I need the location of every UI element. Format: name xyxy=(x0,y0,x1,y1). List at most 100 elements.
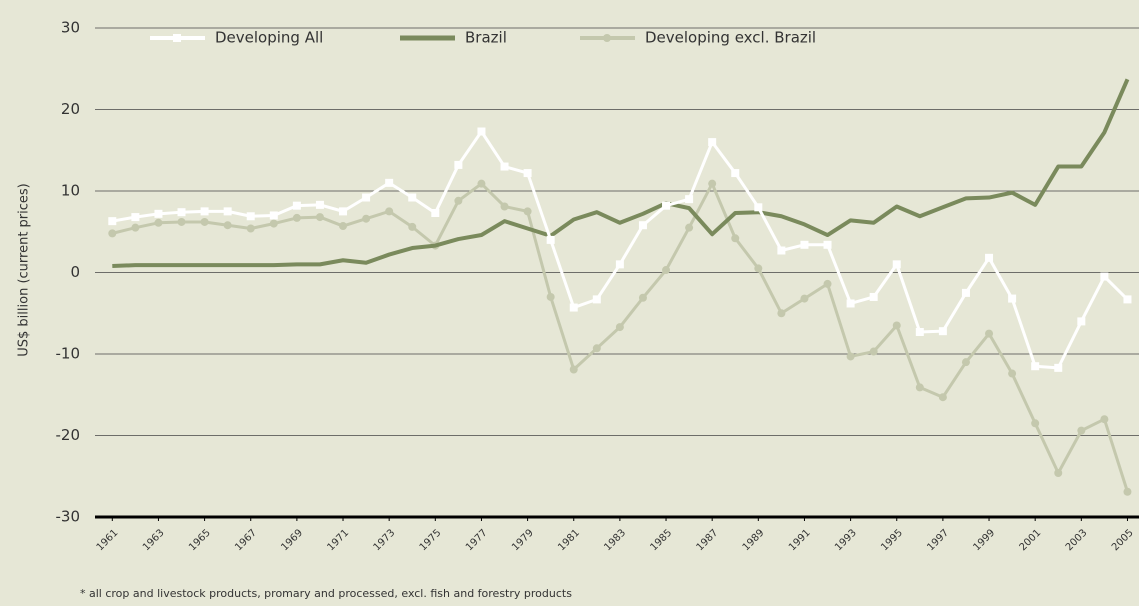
legend-item: Developing excl. Brazil xyxy=(580,29,816,47)
data-point xyxy=(938,393,947,402)
data-point xyxy=(1123,487,1132,496)
data-point xyxy=(800,240,809,249)
data-point xyxy=(892,321,901,330)
data-point xyxy=(523,169,532,178)
data-point xyxy=(546,292,555,301)
data-point xyxy=(800,294,809,303)
data-point xyxy=(1031,419,1040,428)
data-point xyxy=(523,207,532,216)
data-point xyxy=(477,127,486,136)
data-point xyxy=(1054,363,1063,372)
data-point xyxy=(961,358,970,367)
data-point xyxy=(662,201,671,210)
x-tick-label: 1969 xyxy=(279,527,305,553)
data-point xyxy=(246,212,255,221)
series-line xyxy=(111,182,1129,493)
data-point xyxy=(615,323,624,332)
data-point xyxy=(362,193,371,202)
data-point xyxy=(662,266,671,275)
data-point xyxy=(1031,362,1040,371)
data-point xyxy=(269,219,278,228)
x-tick-label: 1965 xyxy=(187,527,213,553)
x-tick-label: 1963 xyxy=(141,527,167,553)
data-point xyxy=(339,222,348,231)
data-point xyxy=(1077,426,1086,435)
data-point xyxy=(754,264,763,273)
y-tick-label: -20 xyxy=(56,426,81,444)
data-point xyxy=(339,207,348,216)
legend-marker xyxy=(603,34,611,42)
data-point xyxy=(408,193,417,202)
legend-label: Developing All xyxy=(215,29,323,47)
x-tick-label: 1967 xyxy=(233,527,259,553)
data-point xyxy=(154,218,163,227)
data-point xyxy=(292,213,301,222)
legend-label: Brazil xyxy=(465,29,507,47)
data-point xyxy=(823,279,832,288)
data-point xyxy=(1100,415,1109,424)
data-point xyxy=(938,327,947,336)
data-point xyxy=(754,203,763,212)
data-point xyxy=(915,327,924,336)
data-point xyxy=(1054,468,1063,477)
y-tick-label: 30 xyxy=(61,19,80,37)
data-point xyxy=(477,179,486,188)
data-point xyxy=(315,213,324,222)
data-point xyxy=(154,209,163,218)
data-point xyxy=(177,217,186,226)
data-point xyxy=(408,222,417,231)
data-point xyxy=(362,214,371,223)
data-point xyxy=(177,208,186,217)
legend-marker xyxy=(173,34,181,42)
data-point xyxy=(708,138,717,147)
data-point xyxy=(985,329,994,338)
data-point xyxy=(431,209,440,218)
x-tick-label: 1999 xyxy=(971,527,997,553)
x-tick-label: 2005 xyxy=(1110,527,1136,553)
data-point xyxy=(315,200,324,209)
data-point xyxy=(592,295,601,304)
x-tick-label: 1989 xyxy=(741,527,767,553)
x-tick-label: 1979 xyxy=(510,527,536,553)
data-point xyxy=(131,223,140,232)
data-point xyxy=(731,169,740,178)
x-tick-label: 1973 xyxy=(372,527,398,553)
x-tick-label: 1971 xyxy=(325,527,351,553)
data-point xyxy=(292,201,301,210)
series-line xyxy=(112,78,1130,268)
x-tick-label: 1987 xyxy=(695,527,721,553)
x-tick-label: 1991 xyxy=(787,527,813,553)
data-point xyxy=(500,162,509,171)
data-point xyxy=(1008,369,1017,378)
data-point xyxy=(777,246,786,255)
data-point xyxy=(223,207,232,216)
data-point xyxy=(708,179,717,188)
data-point xyxy=(915,383,924,392)
data-point xyxy=(108,217,117,226)
data-point xyxy=(223,221,232,230)
data-point xyxy=(1008,294,1017,303)
data-point xyxy=(1100,272,1109,281)
data-point xyxy=(823,240,832,249)
legend-label: Developing excl. Brazil xyxy=(645,29,816,47)
data-point xyxy=(131,213,140,222)
data-point xyxy=(869,347,878,356)
data-point xyxy=(731,234,740,243)
y-tick-label: -10 xyxy=(56,345,81,363)
data-point xyxy=(777,309,786,318)
x-tick-label: 1981 xyxy=(556,527,582,553)
data-point xyxy=(546,235,555,244)
data-point xyxy=(1077,317,1086,326)
data-point xyxy=(892,260,901,269)
data-point xyxy=(454,196,463,205)
data-point xyxy=(200,217,209,226)
data-point xyxy=(269,211,278,220)
y-tick-label: -30 xyxy=(56,508,81,526)
y-tick-label: 20 xyxy=(61,100,80,118)
legend-item: Developing All xyxy=(150,29,323,47)
data-point xyxy=(108,229,117,238)
x-tick-label: 1985 xyxy=(648,527,674,553)
data-point xyxy=(685,195,694,204)
